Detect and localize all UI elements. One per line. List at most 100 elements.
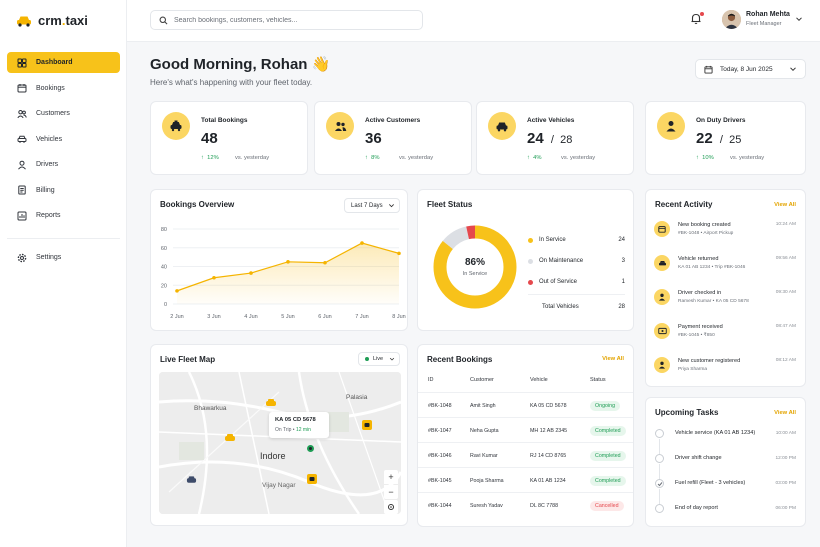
taxi-icon: [364, 423, 370, 427]
stat-icon: [657, 112, 685, 140]
fleet-map[interactable]: Bhawarkua Palasia Indore Vijay Nagar KA …: [159, 372, 401, 514]
activity-time: 09:30 AM: [775, 290, 796, 295]
sidebar-item-bookings[interactable]: Bookings: [7, 78, 120, 99]
range-label: Last 7 Days: [351, 202, 383, 209]
task-checkbox[interactable]: [655, 429, 664, 438]
range-select[interactable]: Last 7 Days: [344, 198, 400, 213]
locate-button[interactable]: [384, 500, 398, 514]
activity-title: Driver checked in: [678, 290, 722, 296]
series-area: [177, 243, 399, 304]
stat-card-active-customers[interactable]: Active Customers 36 ↑ 8% vs. yesterday: [314, 101, 472, 175]
stat-title: Active Vehicles: [527, 117, 575, 124]
stat-change: ↑ 8%: [365, 155, 380, 161]
task-title: End of day report: [675, 505, 718, 511]
zoom-out-button[interactable]: −: [384, 485, 398, 499]
sidebar-item-billing[interactable]: Billing: [7, 180, 120, 201]
task-connector: [659, 489, 660, 504]
sidebar-nav: Dashboard Bookings Customers Vehicles Dr…: [7, 52, 120, 231]
donut-slice-out-of-service[interactable]: [433, 225, 517, 309]
sidebar-item-label: Bookings: [36, 84, 65, 92]
chevron-down-icon[interactable]: [795, 15, 803, 23]
activity-icon: [654, 255, 670, 271]
activity-subtitle: KA 01 AB 1234 • Trip #BK-1046: [678, 265, 746, 270]
booking-id: #BK-1044: [428, 503, 452, 509]
y-tick-label: 20: [161, 283, 167, 289]
users-icon: [334, 121, 346, 131]
search-box[interactable]: [150, 10, 423, 30]
booking-customer: Amit Singh: [470, 403, 496, 409]
x-tick-label: 5 Jun: [281, 314, 294, 320]
table-header: Status: [590, 377, 606, 383]
vehicle-marker[interactable]: [224, 434, 236, 442]
row-divider: [418, 492, 633, 493]
sidebar-item-customers[interactable]: Customers: [7, 103, 120, 124]
map-label-palasia: Palasia: [346, 394, 368, 401]
taxi-icon: [170, 120, 182, 132]
avatar[interactable]: [722, 10, 741, 29]
vehicle-marker[interactable]: [265, 399, 277, 407]
row-divider: [418, 442, 633, 443]
legend-value: 28: [618, 304, 625, 310]
task-checkbox[interactable]: [655, 504, 664, 513]
booking-id: #BK-1046: [428, 453, 452, 459]
data-point[interactable]: [249, 271, 253, 275]
reports-icon: [17, 211, 27, 220]
stat-card-on-duty-drivers[interactable]: On Duty Drivers 22 / 25 ↑ 10% vs. yester…: [645, 101, 806, 175]
legend-label: On Maintenance: [539, 258, 584, 264]
taxi-icon: [225, 434, 235, 441]
activity-title: Payment received: [678, 324, 723, 330]
dashboard-icon: [17, 58, 27, 67]
task-checkbox[interactable]: [655, 454, 664, 463]
activity-time: 08:47 AM: [775, 324, 796, 329]
activity-subtitle: #BK-1048 • Airport Pickup: [678, 231, 734, 236]
vehicle-marker-inactive[interactable]: [186, 476, 197, 484]
data-point[interactable]: [175, 289, 179, 293]
x-tick-label: 4 Jun: [244, 314, 257, 320]
sidebar-item-reports[interactable]: Reports: [7, 205, 120, 226]
live-select[interactable]: Live: [358, 352, 400, 366]
stat-card-active-vehicles[interactable]: Active Vehicles 24 / 28 ↑ 4% vs. yesterd…: [476, 101, 634, 175]
sidebar-item-settings[interactable]: Settings: [7, 247, 120, 268]
sidebar-item-dashboard[interactable]: Dashboard: [7, 52, 120, 73]
calendar-icon: [704, 65, 713, 74]
legend-divider: [528, 294, 625, 295]
date-picker[interactable]: Today, 8 Jun 2025: [695, 59, 806, 79]
legend-value: 24: [618, 237, 625, 243]
view-all-link[interactable]: View All: [774, 410, 796, 416]
zoom-in-button[interactable]: +: [384, 470, 398, 484]
data-point[interactable]: [212, 275, 216, 280]
sidebar-item-vehicles[interactable]: Vehicles: [7, 129, 120, 150]
data-point[interactable]: [323, 260, 327, 265]
stat-card-total-bookings[interactable]: Total Bookings 48 ↑ 12% vs. yesterday: [150, 101, 308, 175]
stat-title: Total Bookings: [201, 117, 248, 124]
legend-value: 1: [621, 279, 625, 285]
driver-icon: [18, 160, 26, 170]
data-point[interactable]: [286, 260, 290, 264]
app-logo[interactable]: crm.taxi: [16, 13, 88, 28]
taxi-icon: [266, 399, 276, 406]
legend-out-of-service: Out of Service 1: [528, 279, 625, 285]
notifications-button[interactable]: [690, 12, 704, 26]
task-checkbox[interactable]: [655, 479, 664, 488]
data-point[interactable]: [360, 241, 364, 245]
recent-activity-card: Recent Activity View All New booking cre…: [645, 189, 806, 387]
y-tick-label: 40: [161, 265, 167, 271]
user-name[interactable]: Rohan Mehta: [746, 11, 790, 18]
map-background: [159, 372, 401, 514]
live-fleet-map-card: Live Fleet Map Live Bhawarkua Palasia In…: [150, 344, 408, 526]
vehicle-marker[interactable]: [362, 420, 372, 430]
date-label: Today, 8 Jun 2025: [720, 65, 773, 73]
search-input[interactable]: [174, 16, 404, 24]
vehicle-marker[interactable]: [307, 474, 317, 484]
chevron-down-icon: [389, 357, 395, 361]
calendar-icon: [17, 84, 27, 93]
selected-vehicle-marker[interactable]: [307, 445, 314, 452]
data-point[interactable]: [397, 251, 401, 256]
view-all-link[interactable]: View All: [602, 356, 624, 362]
sidebar-item-drivers[interactable]: Drivers: [7, 154, 120, 175]
x-tick-label: 8 Jun: [392, 314, 405, 320]
check-icon: [657, 481, 662, 486]
view-all-link[interactable]: View All: [774, 202, 796, 208]
task-time: 06:00 PM: [775, 506, 796, 511]
booking-vehicle: MH 12 AB 2345: [530, 428, 568, 434]
